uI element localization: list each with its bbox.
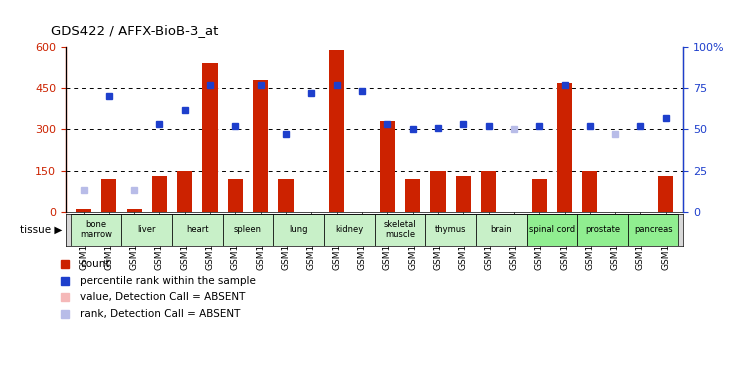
Bar xyxy=(431,171,445,212)
Text: percentile rank within the sample: percentile rank within the sample xyxy=(80,276,257,286)
Bar xyxy=(279,179,294,212)
Text: thymus: thymus xyxy=(435,225,466,234)
Bar xyxy=(425,214,476,246)
Bar xyxy=(324,214,375,246)
Bar xyxy=(177,171,192,212)
Bar xyxy=(658,176,673,212)
Bar xyxy=(577,214,628,246)
Text: rank, Detection Call = ABSENT: rank, Detection Call = ABSENT xyxy=(80,309,240,319)
Text: kidney: kidney xyxy=(336,225,363,234)
Bar xyxy=(126,209,142,212)
Text: brain: brain xyxy=(491,225,512,234)
Text: GDS422 / AFFX-BioB-3_at: GDS422 / AFFX-BioB-3_at xyxy=(51,24,219,38)
Bar xyxy=(101,179,116,212)
Text: value, Detection Call = ABSENT: value, Detection Call = ABSENT xyxy=(80,292,246,302)
Text: tissue ▶: tissue ▶ xyxy=(20,225,62,235)
Bar xyxy=(228,179,243,212)
Bar xyxy=(71,214,121,246)
Text: heart: heart xyxy=(186,225,208,234)
Text: prostate: prostate xyxy=(585,225,620,234)
Text: spleen: spleen xyxy=(234,225,262,234)
Text: count: count xyxy=(80,259,110,269)
Text: skeletal
muscle: skeletal muscle xyxy=(384,220,416,239)
Text: spinal cord: spinal cord xyxy=(529,225,575,234)
Bar xyxy=(375,214,425,246)
Bar xyxy=(273,214,324,246)
Bar xyxy=(481,171,496,212)
Text: pancreas: pancreas xyxy=(634,225,673,234)
Bar xyxy=(476,214,526,246)
Bar xyxy=(121,214,172,246)
Bar xyxy=(582,171,597,212)
Bar xyxy=(172,214,223,246)
Bar xyxy=(557,82,572,212)
Bar xyxy=(76,209,91,212)
Bar xyxy=(152,176,167,212)
Bar xyxy=(526,214,577,246)
Bar xyxy=(329,50,344,212)
Bar xyxy=(379,121,395,212)
Bar xyxy=(223,214,273,246)
Text: bone
marrow: bone marrow xyxy=(80,220,112,239)
Bar xyxy=(531,179,547,212)
Text: liver: liver xyxy=(137,225,156,234)
Bar xyxy=(405,179,420,212)
Text: lung: lung xyxy=(289,225,308,234)
Bar xyxy=(628,214,678,246)
Bar xyxy=(202,63,218,212)
Bar xyxy=(455,176,471,212)
Bar xyxy=(253,80,268,212)
